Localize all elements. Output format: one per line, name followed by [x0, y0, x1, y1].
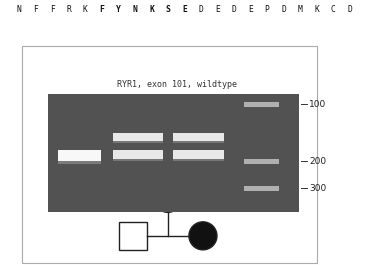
Text: K: K — [314, 6, 319, 14]
Bar — [244, 102, 279, 107]
Bar — [113, 141, 163, 143]
Text: 200: 200 — [309, 157, 326, 166]
Text: E: E — [182, 6, 187, 14]
Text: N: N — [17, 6, 22, 14]
Circle shape — [154, 184, 182, 212]
Text: E: E — [248, 6, 253, 14]
Text: D: D — [281, 6, 286, 14]
Bar — [22, 46, 317, 263]
Text: F: F — [50, 6, 55, 14]
Text: R: R — [66, 6, 71, 14]
Text: D: D — [232, 6, 237, 14]
Text: K: K — [149, 6, 154, 14]
Text: N: N — [132, 6, 137, 14]
Bar — [119, 222, 147, 250]
Text: K: K — [83, 6, 88, 14]
Text: M: M — [298, 6, 303, 14]
Bar — [173, 150, 224, 159]
Text: E: E — [215, 6, 220, 14]
Bar — [113, 133, 163, 141]
Text: D: D — [199, 6, 203, 14]
Text: D: D — [347, 6, 352, 14]
Text: F: F — [34, 6, 38, 14]
Text: RYR1, exon 101, wildtype: RYR1, exon 101, wildtype — [117, 80, 237, 89]
Text: F: F — [100, 6, 104, 14]
Text: S: S — [166, 6, 170, 14]
Bar — [113, 159, 163, 161]
Bar — [173, 133, 224, 141]
Text: P: P — [265, 6, 269, 14]
Bar — [58, 161, 101, 164]
Text: 100: 100 — [309, 100, 326, 109]
Text: C: C — [331, 6, 335, 14]
Bar — [244, 159, 279, 164]
Bar — [48, 94, 299, 212]
Bar — [58, 150, 101, 161]
Text: 300: 300 — [309, 184, 326, 193]
Text: Y: Y — [116, 6, 121, 14]
Bar — [173, 141, 224, 143]
Bar — [244, 186, 279, 191]
Bar — [113, 150, 163, 159]
Circle shape — [189, 222, 217, 250]
Bar — [173, 159, 224, 161]
